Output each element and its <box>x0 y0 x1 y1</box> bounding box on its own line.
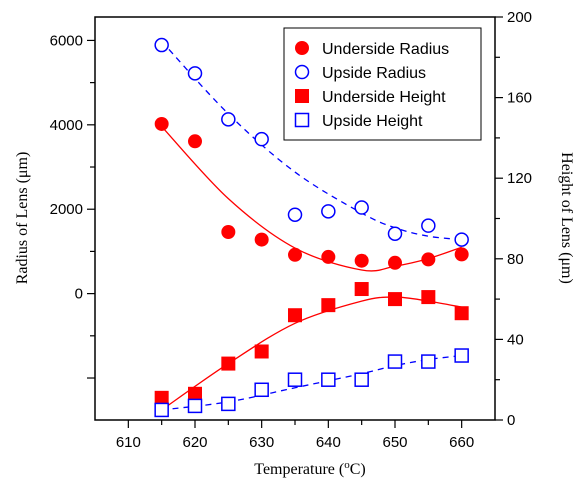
data-point <box>454 348 469 363</box>
x-tick-label: 610 <box>116 434 141 451</box>
y-right-tick-label: 120 <box>507 170 532 187</box>
data-point <box>287 372 303 387</box>
x-axis-title: Temperature (oC) <box>254 459 365 478</box>
data-point <box>421 290 436 305</box>
data-point <box>354 372 369 387</box>
data-point <box>321 249 336 264</box>
data-point <box>354 253 369 268</box>
y-left-tick-label: 2000 <box>50 201 83 218</box>
y-right-tick-label: 80 <box>507 251 524 268</box>
data-point <box>254 131 269 147</box>
data-point <box>288 247 302 262</box>
x-tick-label: 630 <box>249 434 274 451</box>
axes: 610 620 630 640 650 660 0 2000 4000 6000 0 40 80 120 1… <box>50 9 532 451</box>
data-point <box>288 308 302 323</box>
y-axis-left-title: Radius of Lens (μm) <box>14 152 31 285</box>
data-point <box>421 252 436 267</box>
fit-curve <box>161 296 462 411</box>
data-point <box>154 37 169 53</box>
data-point <box>188 386 202 401</box>
x-tick-label: 660 <box>449 434 474 451</box>
data-point <box>221 225 236 240</box>
data-point <box>254 382 269 398</box>
y-right-tick-label: 0 <box>507 412 515 429</box>
y-right-tick-label: 200 <box>507 9 532 26</box>
y-left-tick-label: 0 <box>75 286 83 303</box>
legend-label: Underside Height <box>322 89 446 106</box>
data-point <box>254 232 269 247</box>
data-point <box>187 398 203 414</box>
legend-marker <box>294 112 310 128</box>
data-point <box>188 134 202 149</box>
y-left-tick-label: 4000 <box>50 117 83 134</box>
data-point <box>254 344 269 359</box>
data-point <box>454 306 469 321</box>
data-point <box>321 372 336 387</box>
data-point <box>154 402 169 418</box>
data-point <box>221 396 236 412</box>
legend-label: Upside Height <box>322 113 423 130</box>
data-point <box>454 247 469 262</box>
data-point <box>187 66 203 81</box>
data-point <box>421 218 436 233</box>
legend-marker <box>295 41 309 55</box>
data-point <box>387 354 403 369</box>
legend-marker <box>294 64 310 80</box>
y-axis-right-title: Height of Lens (μm) <box>558 152 575 284</box>
legend: Underside Radius Upside Radius Underside H… <box>283 27 482 141</box>
data-point <box>221 112 236 127</box>
data-point <box>154 390 169 405</box>
data-point <box>454 232 469 247</box>
data-point <box>221 356 236 371</box>
data-point <box>387 226 403 241</box>
data-point <box>354 282 369 297</box>
legend-box <box>283 27 482 141</box>
fit-curve <box>161 126 462 272</box>
data-point <box>287 207 303 222</box>
x-tick-label: 650 <box>382 434 407 451</box>
y-left-tick-label: 6000 <box>50 32 83 49</box>
data-point <box>321 204 336 219</box>
data-points <box>154 37 469 418</box>
y-right-tick-label: 160 <box>507 90 532 107</box>
fit-curve <box>161 354 462 411</box>
x-tick-label: 640 <box>316 434 341 451</box>
data-point <box>354 200 369 215</box>
legend-marker <box>295 89 309 103</box>
data-point <box>421 354 436 369</box>
data-point <box>388 255 402 270</box>
fit-curve <box>161 40 462 241</box>
data-point <box>388 292 402 307</box>
legend-label: Upside Radius <box>322 65 426 82</box>
data-point <box>154 116 169 131</box>
legend-label: Underside Radius <box>322 41 449 58</box>
data-point <box>321 298 336 313</box>
y-right-tick-label: 40 <box>507 331 524 348</box>
x-tick-label: 620 <box>182 434 207 451</box>
